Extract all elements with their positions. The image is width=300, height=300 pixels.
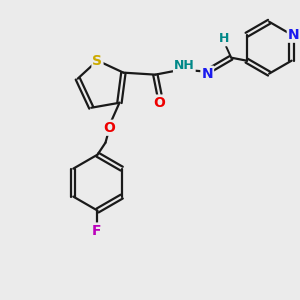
Text: H: H — [219, 32, 230, 45]
Text: NH: NH — [174, 59, 195, 72]
Text: S: S — [92, 54, 103, 68]
Text: O: O — [103, 121, 116, 135]
Text: N: N — [288, 28, 299, 42]
Text: N: N — [201, 67, 213, 81]
Text: F: F — [92, 224, 101, 238]
Text: O: O — [153, 96, 165, 110]
